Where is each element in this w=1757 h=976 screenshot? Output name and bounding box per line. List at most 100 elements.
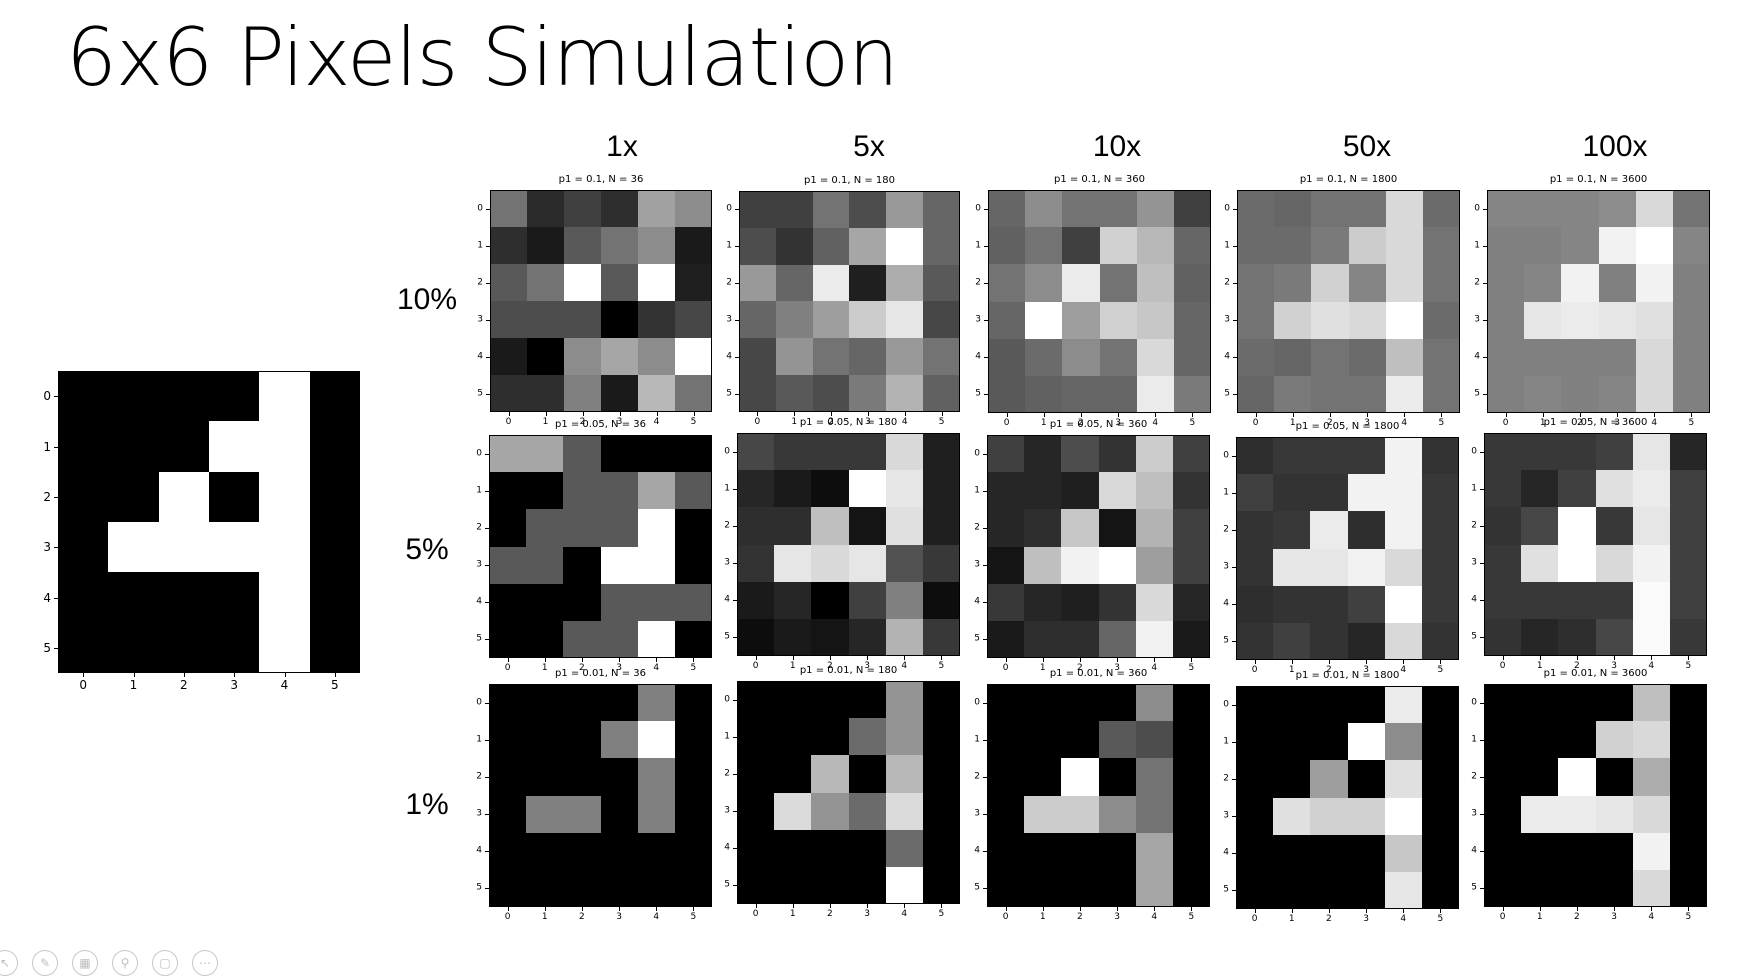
heatmap-cell-r2-c3 bbox=[848, 755, 886, 793]
heatmap-cell-r0-c5 bbox=[1669, 433, 1707, 471]
x-tick-mark bbox=[941, 656, 943, 660]
heatmap-cell-r0-c1 bbox=[1025, 190, 1063, 228]
x-tick-label: 0 bbox=[505, 417, 512, 427]
heatmap-cell-r2-c0 bbox=[1236, 760, 1274, 798]
heatmap-cell-r0-c2 bbox=[1558, 684, 1596, 722]
x-tick-label: 5 bbox=[690, 912, 697, 922]
heatmap-cell-r1-c0 bbox=[489, 472, 527, 510]
heatmap-cell-r4-c0 bbox=[1236, 585, 1274, 623]
heatmap-cell-r2-c2 bbox=[1311, 264, 1349, 302]
heatmap-cell-r1-c1 bbox=[774, 718, 812, 756]
heatmap-title: p1 = 0.1, N = 36 bbox=[558, 174, 644, 185]
heatmap-cell-r1-c5 bbox=[309, 421, 360, 472]
heatmap-cell-r1-c2 bbox=[1310, 723, 1348, 761]
heatmap-cell-r0-c4 bbox=[1632, 684, 1670, 722]
heatmap-cell-r0-c1 bbox=[1273, 686, 1311, 724]
y-tick-label: 2 bbox=[1223, 773, 1229, 784]
heatmap-cell-r3-c1 bbox=[1273, 548, 1311, 586]
heatmap-cell-r5-c3 bbox=[848, 866, 886, 904]
y-tick-label: 3 bbox=[974, 808, 980, 819]
heatmap-cell-r5-c5 bbox=[1172, 620, 1210, 658]
heatmap-cell-r2-c1 bbox=[774, 507, 812, 545]
subtitle-icon[interactable]: ▢ bbox=[152, 950, 178, 976]
x-tick-mark bbox=[755, 904, 757, 908]
x-tick-mark bbox=[831, 412, 833, 416]
zoom-icon[interactable]: ⚲ bbox=[112, 950, 138, 976]
x-tick-label: 0 bbox=[504, 663, 511, 673]
heatmap-cell-r4-c2 bbox=[158, 572, 209, 623]
x-tick-mark bbox=[1579, 413, 1581, 417]
heatmap-cell-r0-c5 bbox=[1421, 686, 1459, 724]
heatmap-cell-r1-c1 bbox=[1024, 472, 1062, 510]
y-tick-mark bbox=[733, 637, 737, 639]
pen-icon[interactable]: ✎ bbox=[32, 950, 58, 976]
heatmap-cell-r0-c0 bbox=[1236, 686, 1274, 724]
x-tick-label: 3 bbox=[864, 661, 870, 671]
x-tick-label: 5 bbox=[1688, 418, 1695, 428]
heatmap-cell-r3-c3 bbox=[1099, 301, 1137, 339]
x-tick-mark bbox=[1505, 413, 1507, 417]
row-label-1-percent: 1% bbox=[405, 788, 449, 821]
heatmap-cell-r4-c5 bbox=[1421, 585, 1459, 623]
heatmap-cell-r0-c2 bbox=[1062, 190, 1100, 228]
x-tick-label: 1 bbox=[1539, 418, 1546, 428]
heatmap-cell-r2-c0 bbox=[987, 509, 1025, 547]
heatmap-cell-r1-c4 bbox=[1384, 474, 1422, 512]
y-tick-label: 2 bbox=[726, 277, 732, 288]
heatmap-cell-r4-c2 bbox=[1558, 581, 1596, 619]
heatmap-cell-r1-c4 bbox=[886, 227, 924, 265]
heatmap-cell-r4-c0 bbox=[739, 338, 776, 376]
heatmap-cell-r4-c0 bbox=[737, 581, 775, 619]
slides-icon[interactable]: ▦ bbox=[72, 950, 98, 976]
heatmap-cell-r2-c3 bbox=[601, 264, 638, 301]
x-tick-label: 3 bbox=[1363, 665, 1369, 675]
heatmap-cell-r3-c5 bbox=[923, 301, 960, 339]
x-tick-mark bbox=[1539, 907, 1541, 911]
y-tick-label: 4 bbox=[43, 590, 51, 605]
heatmap-cell-r2-c3 bbox=[849, 264, 887, 302]
heatmap-cell-r5-c0 bbox=[1236, 622, 1274, 660]
heatmap-cell-r4-c2 bbox=[1310, 585, 1348, 623]
y-tick-label: 4 bbox=[974, 845, 980, 856]
heatmap-cell-r4-c3 bbox=[848, 581, 886, 619]
heatmap-cell-r5-c3 bbox=[1099, 375, 1137, 413]
heatmap-frame bbox=[489, 684, 712, 907]
heatmap-cell-r1-c2 bbox=[158, 421, 209, 472]
x-tick-mark bbox=[829, 656, 831, 660]
heatmap-cell-r4-c4 bbox=[1635, 338, 1673, 376]
y-tick-label: 4 bbox=[724, 594, 730, 605]
y-tick-mark bbox=[1480, 739, 1484, 741]
x-tick-label: 4 bbox=[653, 663, 660, 673]
heatmap-cell-r0-c4 bbox=[259, 371, 310, 422]
heatmap-cell-r3-c0 bbox=[737, 792, 775, 830]
more-icon[interactable]: ⋯ bbox=[192, 950, 218, 976]
heatmap-cell-r5-c2 bbox=[1558, 618, 1596, 656]
heatmap-cell-r4-c3 bbox=[1598, 338, 1636, 376]
heatmap-cell-r5-c1 bbox=[1521, 869, 1559, 907]
heatmap-cell-r5-c5 bbox=[1669, 869, 1707, 907]
x-tick-label: 1 bbox=[789, 909, 796, 919]
y-tick-label: 4 bbox=[1471, 845, 1477, 856]
heatmap-cell-r1-c4 bbox=[1385, 227, 1423, 265]
heatmap-cell-r1-c5 bbox=[674, 721, 712, 759]
heatmap-cell-r1-c3 bbox=[848, 470, 886, 508]
x-tick-mark bbox=[183, 673, 185, 677]
y-tick-mark bbox=[1483, 394, 1487, 396]
y-tick-label: 3 bbox=[974, 559, 980, 570]
heatmap-cell-r2-c0 bbox=[739, 264, 776, 302]
heatmap-cell-r5-c3 bbox=[600, 620, 638, 658]
heatmap-cell-r3-c4 bbox=[885, 544, 923, 582]
heatmap-cell-r1-c2 bbox=[1558, 470, 1596, 508]
heatmap-cell-r0-c4 bbox=[886, 191, 924, 228]
x-tick-mark bbox=[656, 658, 658, 662]
y-tick-label: 1 bbox=[1471, 483, 1477, 494]
pointer-icon[interactable]: ↖ bbox=[0, 950, 18, 976]
heatmap-cell-r2-c4 bbox=[1385, 264, 1423, 302]
heatmap-cell-r3-c1 bbox=[527, 301, 564, 338]
heatmap-cell-r0-c1 bbox=[108, 371, 159, 422]
x-tick-label: 0 bbox=[79, 678, 87, 692]
heatmap-cell-r5-c1 bbox=[1024, 869, 1062, 907]
heatmap-cell-r2-c0 bbox=[988, 264, 1026, 302]
heatmap-cell-r2-c0 bbox=[987, 758, 1025, 796]
heatmap-cell-r4-c4 bbox=[1632, 581, 1670, 619]
